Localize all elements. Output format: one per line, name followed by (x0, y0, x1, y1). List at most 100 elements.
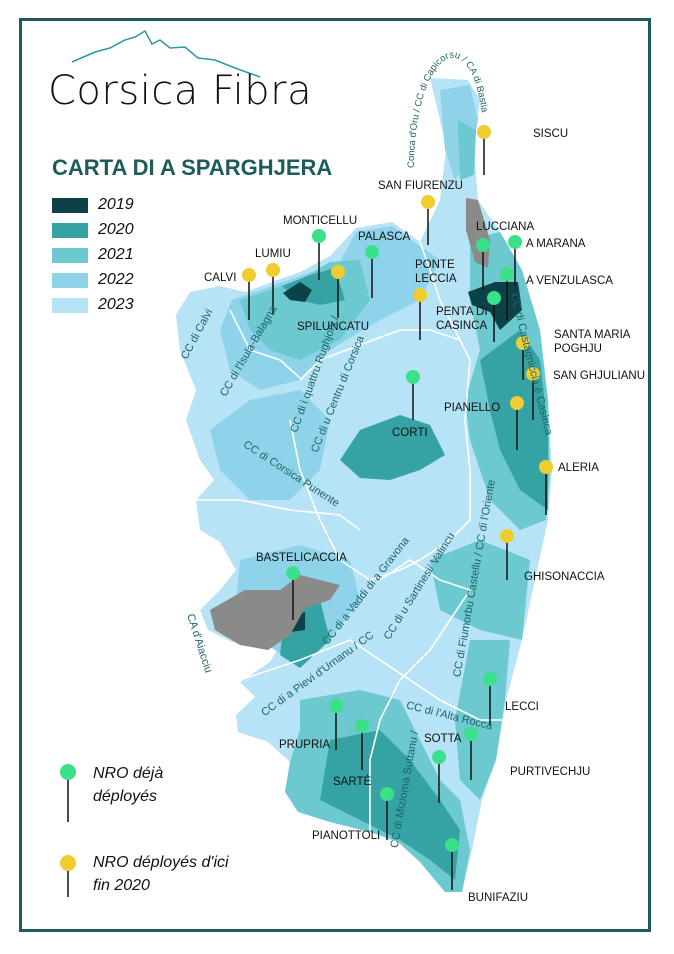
place-label: A VENZULASCA (526, 274, 613, 288)
nro-pin[interactable] (500, 267, 514, 320)
place-label: GHISONACCIA (524, 570, 605, 584)
coverage-area (283, 282, 312, 302)
place-label: PIANOTTOLI (312, 829, 380, 843)
nro-pin[interactable] (329, 699, 343, 750)
coverage-area (340, 415, 445, 480)
pin-head-icon (508, 235, 522, 249)
place-label-line: SOTTA (424, 733, 462, 745)
place-label-line: CORTI (392, 427, 428, 439)
nro-pin[interactable] (464, 727, 478, 780)
map-frame (19, 18, 651, 932)
place-label-line: SAN GHJULIANU (553, 370, 646, 382)
place-label: PRUPRIA (279, 738, 330, 752)
nro-pin[interactable] (365, 245, 379, 298)
nro-pin[interactable] (476, 238, 490, 290)
pin-head-icon (516, 336, 530, 350)
pin-head-icon (500, 267, 514, 281)
place-label: PONTE LECCIA (415, 258, 457, 286)
pin-head-icon (286, 566, 300, 580)
nro-pin[interactable] (380, 787, 394, 840)
nro-pin[interactable] (421, 195, 435, 245)
legend-text: déployés (93, 788, 158, 805)
nro-pin[interactable] (413, 288, 427, 340)
nro-pin[interactable] (483, 672, 497, 725)
nro-pin[interactable] (526, 367, 540, 420)
pin-head-icon (464, 727, 478, 741)
place-label-line: PRUPRIA (279, 739, 331, 751)
region-boundary (239, 639, 505, 721)
nro-planned-legend: NRO déployés d'ici fin 2020 (93, 851, 229, 897)
legend-label: 2021 (98, 246, 134, 263)
region-boundary (196, 499, 361, 531)
place-label-line: SAN FIURENZU (378, 180, 463, 192)
place-label-line: PIANELLO (444, 402, 501, 414)
place-label: SISCU (533, 127, 568, 141)
place-label-line: BUNIFAZIU (468, 892, 529, 904)
pin-head-icon (483, 672, 497, 686)
legend-item-2022: 2022 (52, 270, 134, 290)
legend-text: NRO déjà (93, 765, 164, 782)
place-label-line: SISCU (533, 128, 569, 140)
place-label-line: A MARANA (526, 238, 586, 250)
legend-item-2020: 2020 (52, 220, 134, 240)
nro-pin[interactable] (432, 750, 446, 803)
place-label: A MARANA (526, 237, 585, 251)
legend-text: fin 2020 (93, 877, 150, 894)
pin-head-icon (355, 719, 369, 733)
nro-pin[interactable] (266, 263, 280, 315)
pin-head-icon (406, 370, 420, 384)
nro-pin[interactable] (487, 291, 501, 342)
nro-pin[interactable] (516, 336, 530, 380)
nro-pin[interactable] (539, 460, 553, 515)
pin-head-icon (312, 229, 326, 243)
nro-pin[interactable] (355, 719, 369, 770)
legend-swatch (52, 222, 88, 238)
nro-pin[interactable] (312, 229, 326, 280)
legend-label: 2020 (98, 221, 134, 238)
nro-pin[interactable] (242, 268, 256, 320)
nro-pin[interactable] (508, 235, 522, 285)
pin-head-icon (500, 529, 514, 543)
place-label: BASTELICACCIA (256, 551, 347, 565)
place-label-line: PONTE (415, 259, 455, 271)
logo: Corsica Fibra (48, 68, 313, 114)
place-label: PENTA DI CASINCA (436, 305, 488, 333)
place-label: SAN GHJULIANU (553, 369, 645, 383)
coverage-area (430, 540, 530, 640)
place-label: BUNIFAZIU (468, 891, 528, 905)
place-label: CORTI (392, 426, 428, 440)
place-label-line: POGHJU (554, 343, 602, 355)
place-label-line: PURTIVECHJU (510, 766, 591, 778)
nro-pin[interactable] (510, 396, 524, 450)
place-label-line: CASINCA (436, 320, 488, 332)
nro-pin[interactable] (445, 838, 459, 890)
place-label: MONTICELLU (283, 214, 357, 228)
pin-head-icon (331, 265, 345, 279)
pin-head-icon (421, 195, 435, 209)
coverage-area (210, 390, 330, 500)
place-label: PIANELLO (444, 401, 500, 415)
island-shape (176, 78, 552, 892)
nro-pin[interactable] (500, 529, 514, 580)
place-label-line: A VENZULASCA (526, 275, 613, 287)
place-label: SAN FIURENZU (378, 179, 463, 193)
pin-head-icon (539, 460, 553, 474)
pin-head-icon (329, 699, 343, 713)
region-boundary (289, 329, 471, 581)
place-label: PURTIVECHJU (510, 765, 590, 779)
nro-deployed-legend: NRO déjà déployés (93, 762, 163, 808)
nro-pin[interactable] (286, 566, 300, 620)
legend-item-2021: 2021 (52, 245, 134, 265)
nro-pin[interactable] (406, 370, 420, 420)
pin-head-icon (445, 838, 459, 852)
place-label: LUMIU (255, 247, 291, 261)
nro-pin[interactable] (477, 125, 491, 175)
nro-pin[interactable] (331, 265, 345, 318)
place-label: SPILUNCATU (297, 320, 369, 334)
legend-label: 2019 (98, 196, 134, 213)
deployed-pin-icon (60, 764, 76, 780)
pin-head-icon (476, 238, 490, 252)
place-label: PALASCA (358, 230, 410, 244)
pin-head-icon (380, 787, 394, 801)
